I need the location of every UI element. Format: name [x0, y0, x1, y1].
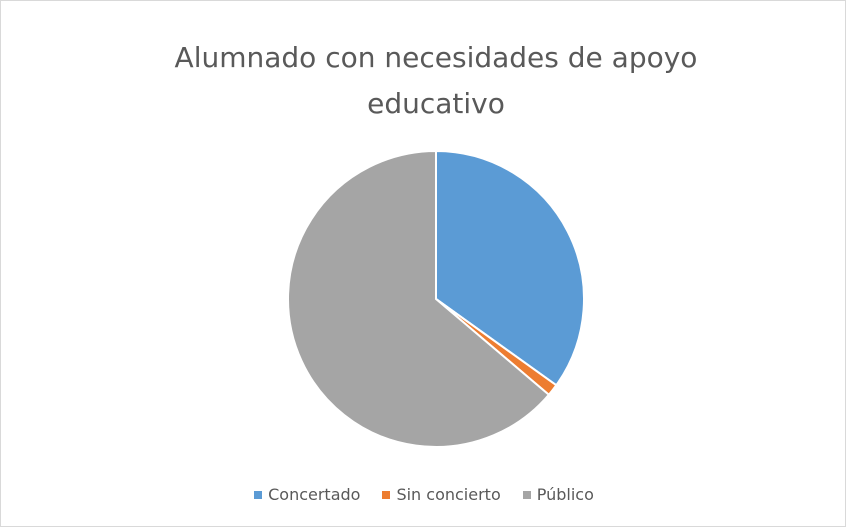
legend-label: Concertado — [268, 485, 361, 504]
legend-swatch — [382, 490, 391, 499]
pie-slice — [287, 149, 551, 448]
legend-swatch — [522, 490, 531, 499]
legend-item: Sin concierto — [382, 485, 501, 504]
legend-label: Sin concierto — [396, 485, 501, 504]
legend: Concertado Sin concierto Público — [1, 485, 846, 504]
pie-slice — [435, 149, 585, 387]
chart-title: Alumnado con necesidades de apoyo educat… — [174, 41, 698, 120]
legend-swatch — [254, 490, 263, 499]
legend-label: Público — [536, 485, 594, 504]
legend-item: Concertado — [254, 485, 360, 504]
legend-item: Público — [522, 485, 594, 504]
